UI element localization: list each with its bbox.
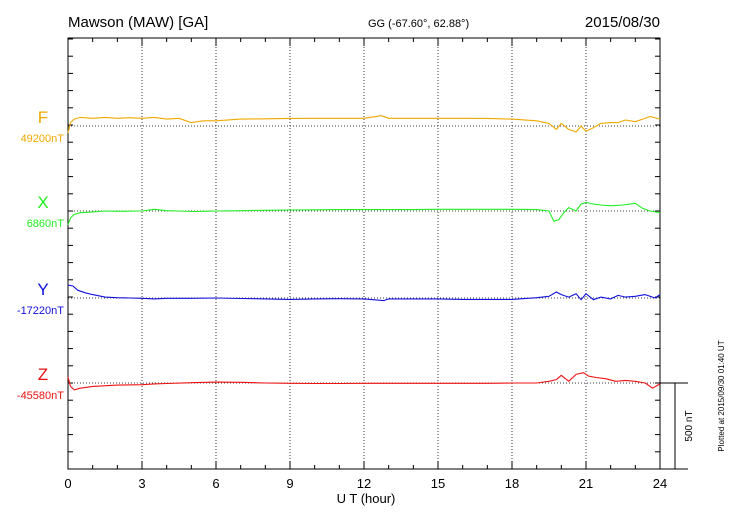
x-tick-label: 3 [138,476,145,491]
station-title: Mawson (MAW) [GA] [68,14,208,31]
scale-bar [660,382,688,470]
x-tick-label: 18 [505,476,519,491]
trace-z [67,372,661,391]
x-tick-labels: 0 3 6 9 12 15 18 21 24 [64,476,667,491]
baseline-label-f: 49200nT [21,133,65,145]
x-axis-label: U T (hour) [337,491,396,506]
series-labels: F 49200nT X 6860nT Y -17220nT Z -45580nT [17,108,64,402]
traces [67,115,661,391]
baseline-label-y: -17220nT [17,305,64,317]
x-tick-label: 9 [286,476,293,491]
trace-x [67,201,661,225]
scale-bar-label: 500 nT [684,410,695,441]
trace-y [67,284,661,302]
x-tick-label: 21 [579,476,593,491]
trace-f [67,115,661,134]
x-tick-label: 6 [212,476,219,491]
series-name-f: F [38,108,48,127]
axis-ticks [67,38,661,470]
date-label: 2015/08/30 [585,14,660,31]
x-tick-label: 12 [357,476,371,491]
vertical-gridlines [141,38,587,469]
coordinates-label: GG (-67.60°, 62.88°) [368,18,469,30]
x-tick-label: 24 [653,476,667,491]
baseline-label-z: -45580nT [17,390,64,402]
plotted-timestamp: Plotted at 2015/09/30 01:40 UT [717,340,726,451]
x-tick-label: 0 [64,476,71,491]
x-tick-label: 15 [431,476,445,491]
baseline-label-x: 6860nT [27,218,65,230]
series-name-x: X [37,193,48,212]
series-name-z: Z [38,365,48,384]
series-name-y: Y [37,280,48,299]
